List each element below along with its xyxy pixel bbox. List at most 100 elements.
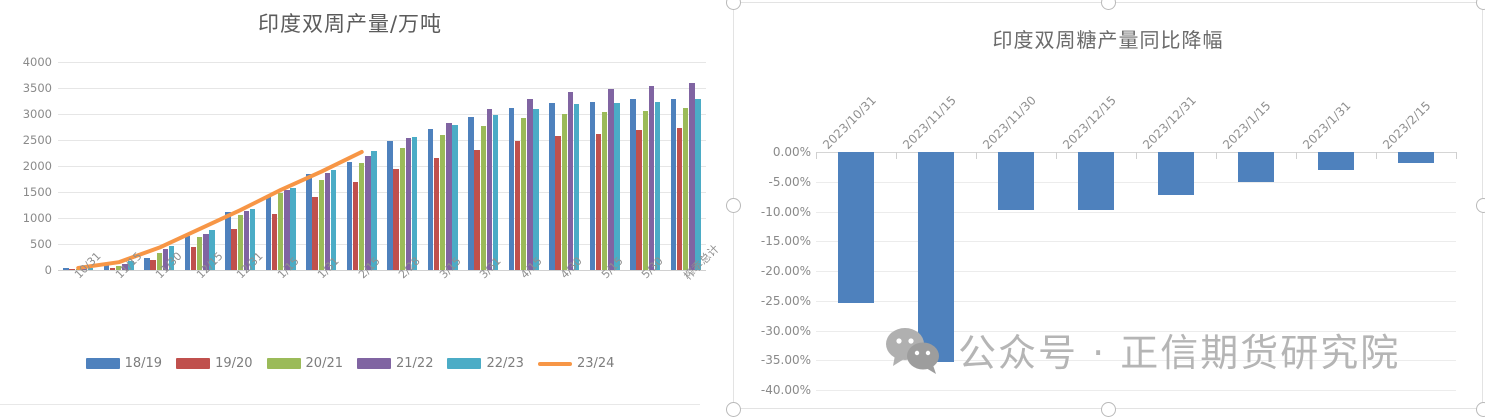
bar-group[interactable]	[342, 62, 383, 270]
bar-20-21[interactable]	[399, 148, 405, 270]
bar-22-23[interactable]	[209, 230, 215, 270]
bar-20-21[interactable]	[602, 111, 608, 270]
bar-19-20[interactable]	[433, 158, 440, 270]
bar-21-22[interactable]	[405, 137, 412, 270]
bar-20-21[interactable]	[480, 125, 486, 270]
bar-20-21[interactable]	[116, 265, 122, 270]
resize-handle-middle-right[interactable]	[1476, 198, 1485, 213]
bar-20-21[interactable]	[318, 180, 324, 270]
bar-19-20[interactable]	[636, 130, 642, 270]
bar-20-21[interactable]	[440, 135, 446, 270]
bar-18-19[interactable]	[144, 257, 150, 270]
bar-19-20[interactable]	[231, 229, 237, 270]
bar-group[interactable]	[301, 62, 342, 270]
bar-20-21[interactable]	[683, 107, 689, 270]
bar-21-22[interactable]	[122, 263, 128, 270]
bar-21-22[interactable]	[162, 249, 169, 270]
bar-20-21[interactable]	[359, 162, 365, 270]
bar-19-20[interactable]	[69, 269, 75, 270]
resize-handle-bottom-left[interactable]	[726, 402, 741, 417]
bar-group[interactable]	[423, 62, 464, 270]
bar-18-19[interactable]	[670, 98, 677, 270]
bar-20-21[interactable]	[237, 214, 243, 270]
bar-21-22[interactable]	[203, 233, 209, 270]
bar-22-23[interactable]	[249, 209, 256, 270]
bar[interactable]	[1078, 152, 1114, 211]
bar-21-22[interactable]	[446, 122, 452, 270]
bar-21-22[interactable]	[81, 268, 88, 270]
bar-19-20[interactable]	[514, 141, 521, 270]
bar-22-23[interactable]	[452, 124, 458, 270]
legend-item-21-22[interactable]: 21/22	[357, 356, 433, 371]
legend-item-22-23[interactable]: 22/23	[447, 356, 524, 371]
bar-21-22[interactable]	[243, 211, 250, 270]
bar-22-23[interactable]	[168, 245, 175, 270]
bar-19-20[interactable]	[312, 197, 318, 270]
bar-19-20[interactable]	[150, 260, 156, 270]
bar-18-19[interactable]	[346, 161, 353, 270]
bar-22-23[interactable]	[371, 150, 377, 270]
bar-18-19[interactable]	[387, 140, 393, 270]
bar-18-19[interactable]	[184, 236, 191, 270]
bar-22-23[interactable]	[87, 268, 94, 270]
bar[interactable]	[838, 152, 874, 303]
bar-19-20[interactable]	[474, 149, 480, 270]
bar-19-20[interactable]	[109, 267, 116, 270]
bar-20-21[interactable]	[197, 236, 203, 270]
bar-21-22[interactable]	[527, 98, 533, 270]
bar-20-21[interactable]	[156, 252, 162, 270]
bar-22-23[interactable]	[330, 169, 337, 270]
bar-18-19[interactable]	[63, 268, 69, 270]
bar[interactable]	[1238, 152, 1274, 182]
bar-group[interactable]	[504, 62, 545, 270]
resize-handle-top-center[interactable]	[1101, 0, 1116, 10]
bar-19-20[interactable]	[676, 127, 683, 270]
bar-18-19[interactable]	[265, 194, 272, 270]
bar-19-20[interactable]	[595, 134, 602, 270]
bar-22-23[interactable]	[492, 115, 499, 270]
resize-handle-top-left[interactable]	[726, 0, 741, 10]
bar-19-20[interactable]	[271, 214, 278, 270]
bar-20-21[interactable]	[521, 118, 527, 270]
left-chart-panel[interactable]: 印度双周产量/万吨 0 500 1000 1500 2000 2500 3000 3500 40…	[0, 0, 730, 411]
bar-19-20[interactable]	[393, 169, 399, 270]
bar-18-19[interactable]	[306, 173, 312, 270]
bar-group[interactable]	[625, 62, 666, 270]
bar-19-20[interactable]	[352, 182, 359, 270]
resize-handle-middle-left[interactable]	[726, 198, 741, 213]
resize-handle-bottom-right[interactable]	[1476, 402, 1485, 417]
left-chart-legend[interactable]: 18/19 19/20 20/21 21/22 22/23 23/24	[0, 356, 700, 371]
right-chart-panel[interactable]: 印度双周糖产量同比降幅 0.00% -5.00% -10.00% -15.00% -20…	[726, 0, 1485, 417]
bar-group[interactable]	[139, 62, 180, 270]
bar[interactable]	[998, 152, 1034, 211]
bar-21-22[interactable]	[567, 91, 574, 270]
bar[interactable]	[918, 152, 954, 363]
bar-18-19[interactable]	[468, 116, 474, 270]
bar-21-22[interactable]	[486, 108, 493, 270]
legend-item-19-20[interactable]: 19/20	[176, 356, 253, 371]
bar-group[interactable]	[544, 62, 585, 270]
bar-19-20[interactable]	[190, 246, 197, 270]
line-series-23-24[interactable]	[76, 149, 364, 270]
bar-18-19[interactable]	[225, 212, 231, 270]
legend-item-18-19[interactable]: 18/19	[85, 356, 162, 371]
bar-19-20[interactable]	[555, 136, 561, 270]
bar[interactable]	[1318, 152, 1354, 170]
bar-group[interactable]	[666, 62, 707, 270]
bar-18-19[interactable]	[630, 98, 636, 270]
bar-22-23[interactable]	[128, 260, 134, 270]
bar-group[interactable]	[463, 62, 504, 270]
bar-22-23[interactable]	[411, 136, 418, 270]
bar-21-22[interactable]	[284, 189, 290, 270]
bar-group[interactable]	[261, 62, 302, 270]
bar-21-22[interactable]	[365, 155, 371, 270]
bar-22-23[interactable]	[573, 103, 580, 270]
bar-21-22[interactable]	[608, 88, 614, 270]
resize-handle-top-right[interactable]	[1476, 0, 1485, 10]
bar-18-19[interactable]	[103, 265, 110, 270]
bar-22-23[interactable]	[695, 98, 701, 270]
bar-20-21[interactable]	[278, 193, 284, 270]
bar-18-19[interactable]	[589, 102, 596, 270]
bar-group[interactable]	[99, 62, 140, 270]
bar-22-23[interactable]	[290, 188, 296, 270]
